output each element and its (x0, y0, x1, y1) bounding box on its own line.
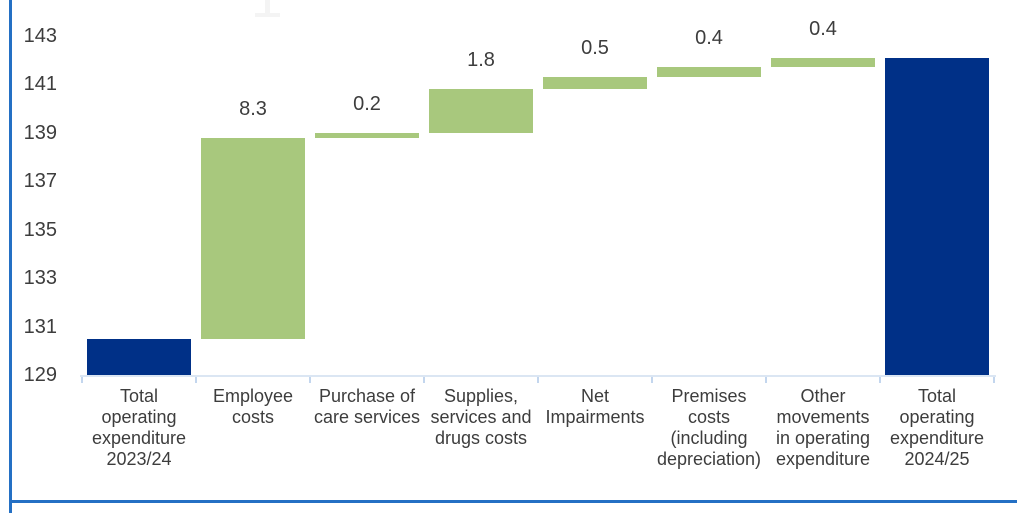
x-axis-category-label: Employee costs (212, 386, 294, 427)
x-axis-category-label: Total operating expenditure 2023/24 (91, 386, 187, 469)
x-axis-tick (993, 377, 995, 383)
bar-other-movements-in-operating-expenditure (771, 57, 875, 68)
x-axis-category-label: Net Impairments (545, 386, 645, 427)
x-axis-tick (651, 377, 653, 383)
bar-net-impairments (543, 77, 647, 90)
x-axis-tick (309, 377, 311, 383)
bar-total-operating-expenditure-2023-24 (87, 338, 191, 375)
bar-premises-costs-including-depreciation (657, 67, 761, 78)
y-axis-tick-label: 129 (23, 364, 57, 386)
x-axis-tick (195, 377, 197, 383)
y-axis-tick-label: 143 (23, 25, 57, 47)
x-axis-line (80, 375, 996, 377)
y-axis-tick-label: 141 (23, 73, 57, 96)
x-axis-tick (81, 377, 83, 383)
bar-value-label: 1.8 (467, 49, 495, 72)
y-axis-tick-label: 137 (23, 170, 57, 193)
x-axis-tick (879, 377, 881, 383)
x-axis-category-label: Total operating expenditure 2024/25 (889, 386, 985, 469)
y-axis-tick-label: 133 (23, 267, 57, 290)
x-axis-category-label: Other movements in operating expenditure (775, 386, 871, 469)
x-axis-category-label: Supplies, services and drugs costs (430, 386, 532, 448)
bar-value-label: 0.4 (695, 27, 723, 50)
x-axis-tick (423, 377, 425, 383)
bar-value-label: 8.3 (239, 97, 267, 120)
y-axis-tick-label: 139 (23, 121, 57, 144)
bar-total-operating-expenditure-2024-25 (885, 57, 989, 375)
bar-value-label: 0.4 (809, 17, 837, 40)
table-border-bottom (9, 500, 1017, 503)
x-axis-tick (537, 377, 539, 383)
y-axis-tick-label: 131 (23, 315, 57, 338)
bar-value-label: 0.2 (353, 92, 381, 115)
cropped-text-artifact (265, 0, 270, 15)
bar-value-label: 0.5 (581, 37, 609, 60)
x-axis-category-label: Purchase of care services (313, 386, 421, 427)
cropped-text-artifact (255, 13, 280, 17)
x-axis-category-label: Premises costs (including depreciation) (656, 386, 762, 469)
y-axis-tick-label: 135 (23, 218, 57, 241)
bar-purchase-of-care-services (315, 132, 419, 138)
bar-supplies-services-and-drugs-costs (429, 89, 533, 133)
bar-employee-costs (201, 137, 305, 339)
table-border-left (9, 0, 12, 513)
x-axis-tick (765, 377, 767, 383)
